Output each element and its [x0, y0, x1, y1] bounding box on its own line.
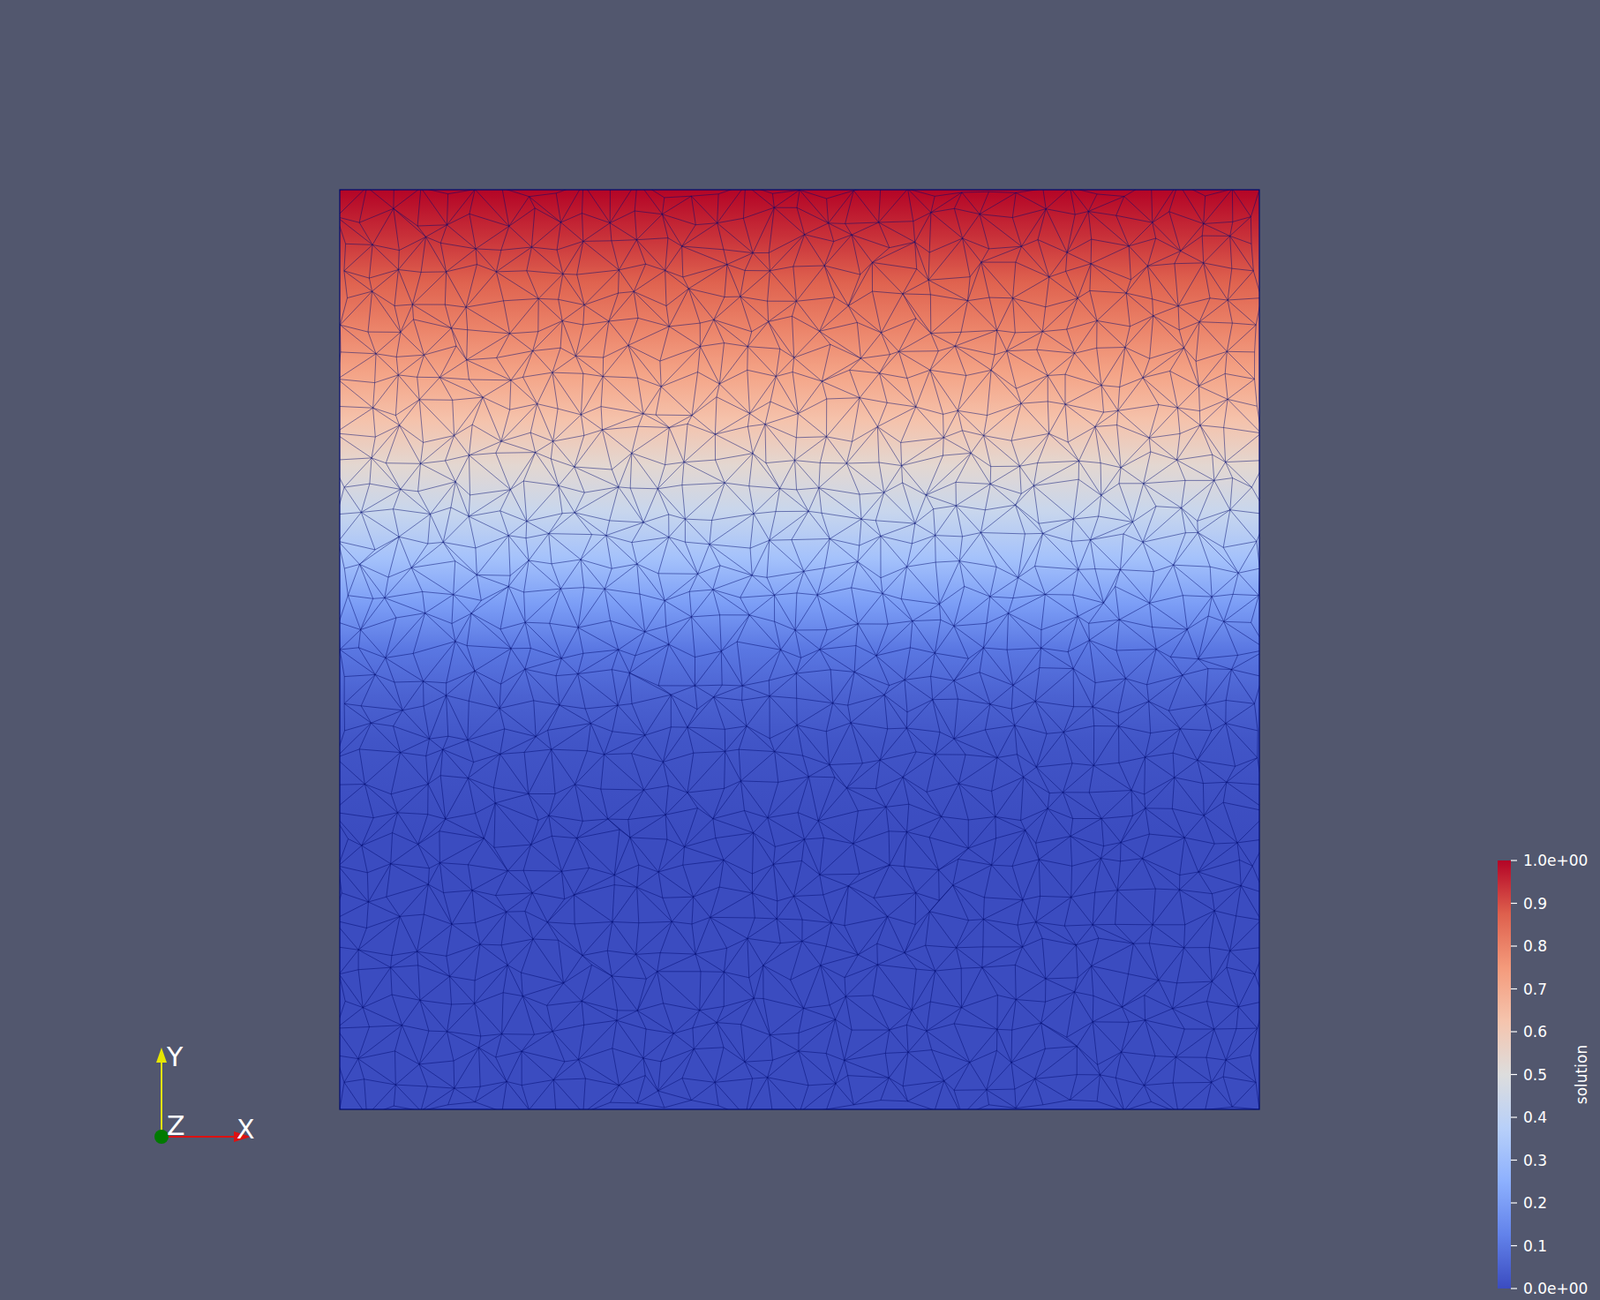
colorbar-tick-label: 0.1	[1523, 1237, 1548, 1255]
colorbar-tick	[1510, 1116, 1518, 1118]
colorbar-tick-label: 0.0e+00	[1523, 1279, 1588, 1298]
colorbar-tick-label: 0.5	[1523, 1066, 1548, 1084]
plot-area	[339, 189, 1260, 1110]
colorbar-tick-label: 1.0e+00	[1523, 851, 1588, 870]
domain-frame	[339, 189, 1260, 1110]
colorbar-title: solution	[1572, 1044, 1591, 1105]
triad-label: Y	[165, 1041, 184, 1073]
triad-label: Z	[166, 1110, 186, 1142]
triad-y-axis	[160, 1059, 163, 1137]
colorbar-tick-label: 0.9	[1523, 894, 1548, 913]
colorbar-tick-label: 0.4	[1523, 1108, 1548, 1127]
colorbar-tick	[1510, 1201, 1518, 1203]
colorbar-tick	[1510, 1159, 1518, 1161]
colorbar-tick	[1510, 1030, 1518, 1032]
colorbar-tick-label: 0.2	[1523, 1194, 1548, 1212]
triad-label: X	[236, 1113, 256, 1145]
colorbar-tick	[1510, 988, 1518, 990]
colorbar-tick-label: 0.7	[1523, 980, 1548, 999]
mesh	[339, 189, 1260, 1110]
colorbar-tick	[1510, 902, 1518, 904]
triad-y-arrow	[156, 1047, 167, 1063]
colorbar-tick-label: 0.8	[1523, 937, 1548, 955]
colorbar-tick-label: 0.3	[1523, 1151, 1548, 1170]
colorbar-tick	[1510, 1074, 1518, 1075]
colorbar-tick	[1510, 859, 1518, 861]
colorbar-tick	[1510, 1287, 1518, 1289]
colorbar-tick	[1510, 945, 1518, 947]
colorbar	[1497, 860, 1511, 1289]
colorbar-tick-label: 0.6	[1523, 1022, 1548, 1041]
colorbar-tick	[1510, 1245, 1518, 1247]
